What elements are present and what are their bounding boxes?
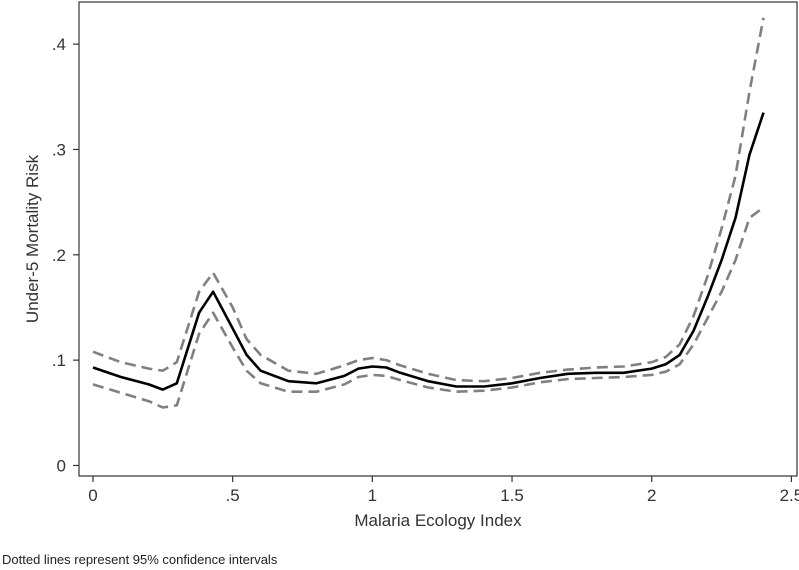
x-tick-label: 1 [368, 486, 377, 505]
y-axis: 0 .1 .2 .3 .4 [52, 35, 79, 475]
x-axis: 0 .5 1 1.5 2 2.5 [88, 476, 799, 505]
x-axis-title: Malaria Ecology Index [354, 511, 522, 530]
chart-note: Dotted lines represent 95% confidence in… [2, 552, 278, 567]
y-tick-label: .1 [52, 351, 66, 370]
x-tick-label: 0 [88, 486, 97, 505]
y-tick-label: 0 [57, 456, 66, 475]
y-tick-label: .2 [52, 246, 66, 265]
y-axis-title: Under-5 Mortality Risk [23, 154, 42, 323]
plot-area [78, 1, 798, 477]
x-tick-label: .5 [226, 486, 240, 505]
plot-frame [78, 1, 798, 477]
y-tick-label: .3 [52, 140, 66, 159]
x-tick-label: 2.5 [780, 486, 799, 505]
lower-95-ci-line [92, 206, 765, 409]
y-tick-label: .4 [52, 35, 66, 54]
x-tick-label: 2 [647, 486, 656, 505]
estimate-line [92, 112, 765, 391]
upper-95-ci-line [92, 17, 765, 383]
x-tick-label: 1.5 [500, 486, 524, 505]
